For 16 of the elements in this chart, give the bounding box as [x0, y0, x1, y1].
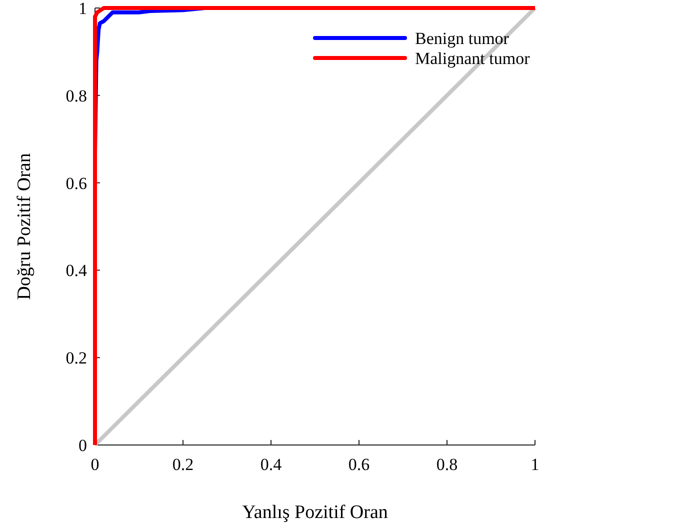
text: Malignant tumor [415, 49, 530, 68]
y-tick-label: 0.8 [66, 86, 87, 106]
x-tick-label: 0.4 [260, 455, 282, 474]
y-tick-label: 0 [78, 436, 87, 455]
series-label: Benign tumor [415, 29, 510, 48]
x-tick-label: 0 [90, 455, 100, 474]
y-tick-label: 1 [78, 0, 87, 18]
x-tick-label: 0.8 [436, 455, 458, 474]
y-tick-label: 0.6 [66, 174, 87, 193]
x-tick-label: 1 [530, 455, 540, 474]
x-tick-label: 0.2 [172, 455, 194, 474]
y-tick-label: 0.4 [66, 261, 88, 280]
x-tick-label: 0.6 [348, 455, 370, 474]
x-axis-title: Yanlış Pozitif Oran [242, 502, 388, 523]
y-tick-label: 0.2 [66, 348, 87, 368]
y-axis-title: Doğru Pozitif Oran [14, 152, 35, 300]
